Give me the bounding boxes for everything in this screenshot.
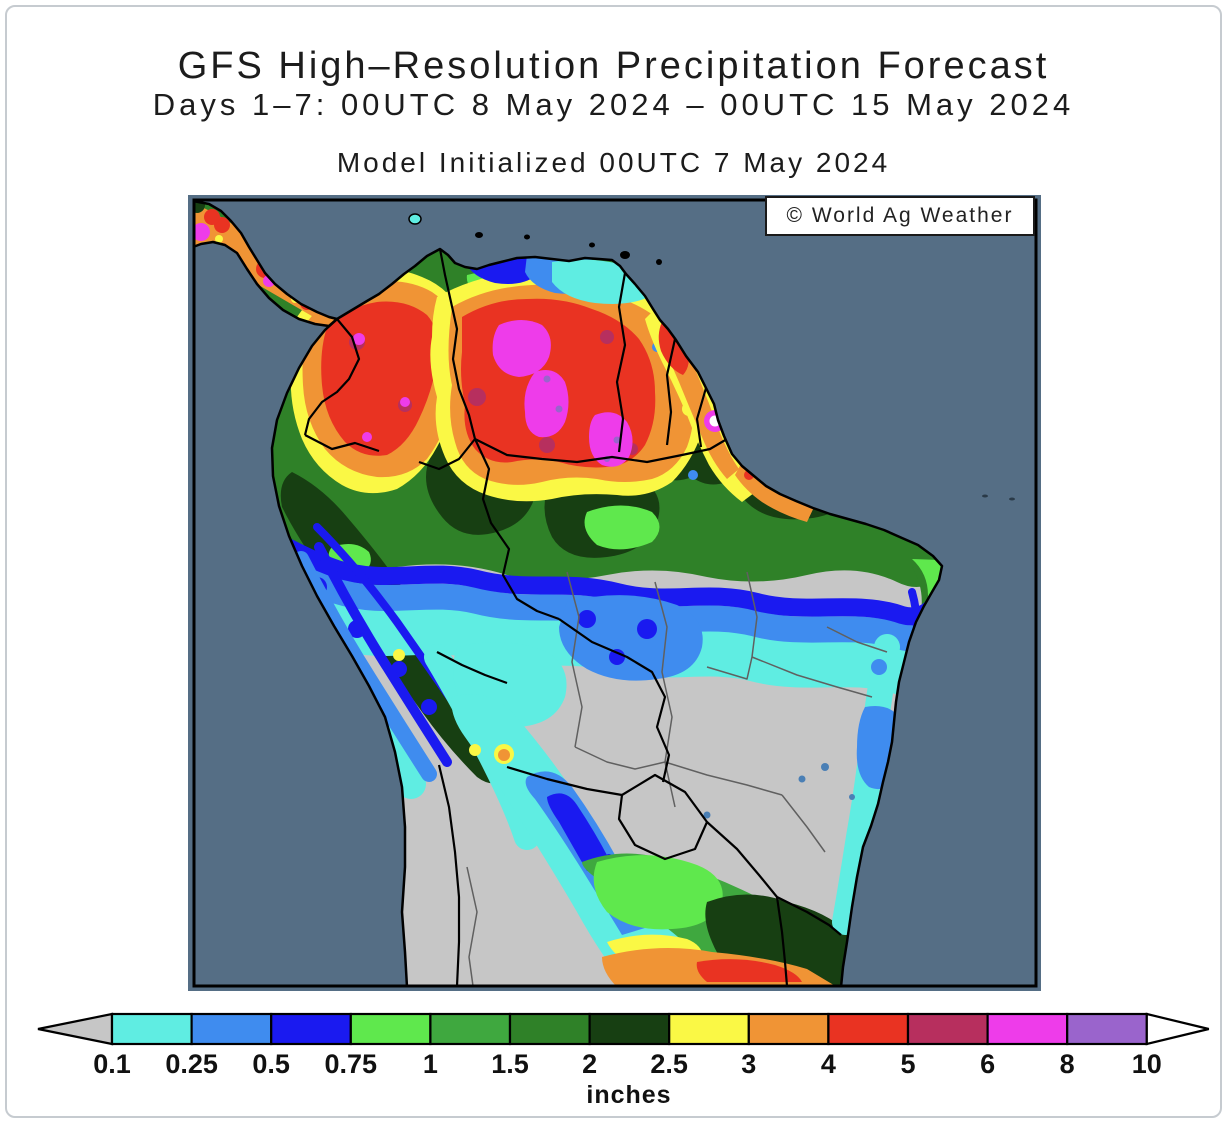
legend-segment [986,1012,1069,1046]
legend-tick-label: 3 [741,1049,757,1079]
legend-tick-label: 1.5 [491,1049,529,1079]
coastline [270,247,944,988]
map-border [192,198,1038,988]
legend-tick-label: 0.25 [165,1049,218,1079]
legend-segment [110,1012,193,1046]
legend-tick-label: 2 [582,1049,598,1079]
legend-tick-labels: 0.1 0.25 0.5 0.75 1 1.5 2 2.5 3 4 5 6 8 10 [7,1049,1220,1083]
legend-tick-label: 10 [1131,1049,1162,1079]
legend-unit-label: inches [586,1081,672,1109]
legend-tick-label: 8 [1059,1049,1075,1079]
legend-segment [429,1012,512,1046]
legend-tick-label: 0.75 [324,1049,378,1079]
legend-tick-label: 6 [980,1049,996,1079]
watermark-box: © World Ag Weather [765,196,1035,236]
map-svg [188,195,1041,991]
legend-segment [906,1012,989,1046]
page-title: GFS High–Resolution Precipitation Foreca… [177,45,1050,87]
legend-segment [270,1012,352,1046]
legend-tick-label: 4 [820,1049,836,1079]
legend-segment [190,1012,273,1046]
legend-tick-label: 5 [900,1049,916,1079]
legend-segment [1066,1012,1148,1046]
legend-segment [747,1012,830,1046]
legend-segment [588,1012,671,1046]
legend-below-min-arrow [37,1012,114,1046]
legend-segment [668,1012,750,1046]
color-scale [32,1009,1217,1051]
legend-above-max-arrow [1145,1012,1210,1046]
legend-segment [827,1012,910,1046]
colorbar-svg [37,1012,1210,1046]
model-init-line: Model Initialized 00UTC 7 May 2024 [336,147,891,178]
watermark-text: © World Ag Weather [786,204,1014,227]
forecast-period: Days 1–7: 00UTC 8 May 2024 – 00UTC 15 Ma… [152,87,1075,122]
panama-coastline [192,199,339,328]
legend-segment [349,1012,432,1046]
legend-segment [508,1012,591,1046]
precipitation-map [188,195,1041,991]
legend-tick-label: 1 [422,1049,438,1079]
island [408,213,422,225]
figure-frame: GFS High–Resolution Precipitation Foreca… [5,5,1222,1118]
legend-tick-label: 0.5 [252,1049,290,1079]
legend-tick-label: 0.1 [93,1049,131,1079]
legend-tick-label: 2.5 [650,1049,688,1079]
